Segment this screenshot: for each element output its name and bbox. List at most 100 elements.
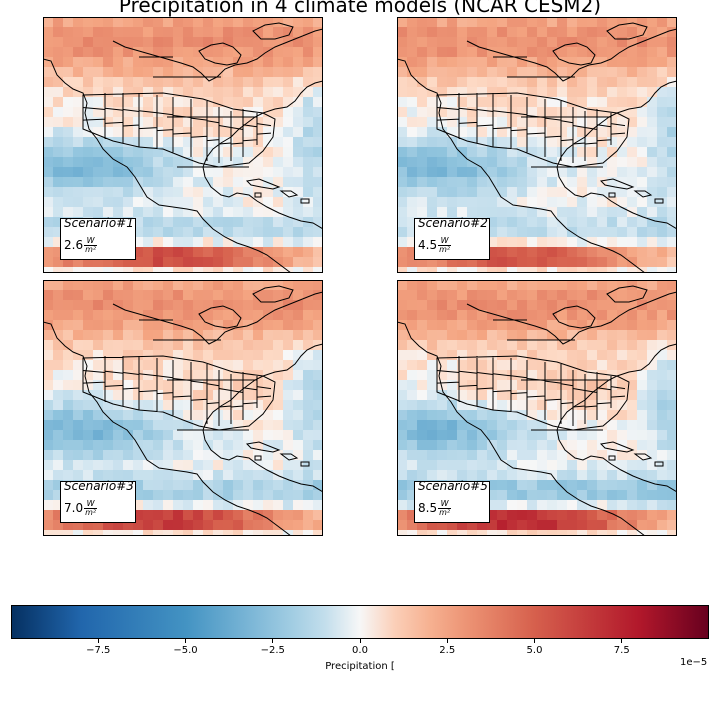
- heat-cell: [507, 440, 517, 450]
- heat-cell: [183, 117, 193, 127]
- heat-cell: [223, 87, 233, 97]
- heat-cell: [427, 117, 437, 127]
- heat-cell: [507, 500, 517, 510]
- heat-cell: [487, 137, 497, 147]
- heat-cell: [457, 420, 467, 430]
- heat-cell: [437, 280, 447, 290]
- heat-cell: [477, 380, 487, 390]
- heat-cell: [557, 67, 567, 77]
- heat-cell: [577, 450, 587, 460]
- heat-cell: [73, 390, 83, 400]
- heat-cell: [53, 290, 63, 300]
- heat-cell: [223, 370, 233, 380]
- heat-cell: [557, 320, 567, 330]
- heat-cell: [283, 167, 293, 177]
- heat-cell: [487, 400, 497, 410]
- heat-cell: [547, 217, 557, 227]
- heat-cell: [53, 320, 63, 330]
- heat-cell: [43, 440, 53, 450]
- heat-cell: [527, 77, 537, 87]
- heat-cell: [447, 400, 457, 410]
- heat-cell: [547, 27, 557, 37]
- heat-cell: [527, 390, 537, 400]
- heat-cell: [233, 17, 243, 27]
- heat-cell: [123, 17, 133, 27]
- heat-cell: [273, 197, 283, 207]
- heat-cell: [263, 47, 273, 57]
- heat-cell: [557, 77, 567, 87]
- heat-cell: [437, 360, 447, 370]
- heat-cell: [203, 127, 213, 137]
- heat-cell: [517, 450, 527, 460]
- heat-cell: [303, 520, 313, 530]
- heat-cell: [113, 430, 123, 440]
- heat-cell: [233, 77, 243, 87]
- heat-cell: [537, 450, 547, 460]
- heat-cell: [303, 257, 313, 267]
- heat-cell: [143, 520, 153, 530]
- heat-cell: [517, 267, 527, 273]
- heat-cell: [43, 187, 53, 197]
- heat-cell: [143, 127, 153, 137]
- heat-cell: [487, 27, 497, 37]
- heat-cell: [467, 17, 477, 27]
- heat-cell: [467, 340, 477, 350]
- heat-cell: [93, 57, 103, 67]
- heat-cell: [587, 370, 597, 380]
- heat-cell: [223, 157, 233, 167]
- heat-cell: [63, 400, 73, 410]
- colorbar-tick: [97, 639, 99, 643]
- heat-cell: [547, 237, 557, 247]
- heat-cell: [477, 330, 487, 340]
- heat-cell: [83, 460, 93, 470]
- heat-cell: [303, 330, 313, 340]
- forcing-number: 8.5: [418, 501, 438, 515]
- heat-cell: [193, 460, 203, 470]
- heat-cell: [183, 67, 193, 77]
- heat-cell: [627, 440, 637, 450]
- heat-cell: [63, 280, 73, 290]
- heat-cell: [313, 280, 323, 290]
- heat-cell: [667, 107, 677, 117]
- heat-cell: [537, 87, 547, 97]
- heat-cell: [293, 127, 303, 137]
- heat-cell: [233, 187, 243, 197]
- heat-cell: [183, 460, 193, 470]
- heat-cell: [253, 157, 263, 167]
- heat-cell: [203, 490, 213, 500]
- heat-cell: [163, 207, 173, 217]
- heat-cell: [153, 300, 163, 310]
- heat-cell: [303, 147, 313, 157]
- heat-cell: [647, 520, 657, 530]
- heat-cell: [557, 17, 567, 27]
- heat-cell: [273, 137, 283, 147]
- heat-cell: [657, 400, 667, 410]
- heat-cell: [467, 57, 477, 67]
- heat-cell: [203, 27, 213, 37]
- heat-cell: [617, 300, 627, 310]
- heat-cell: [587, 390, 597, 400]
- heat-cell: [93, 280, 103, 290]
- heat-cell: [487, 77, 497, 87]
- heat-cell: [607, 420, 617, 430]
- panel-frame: [397, 280, 677, 536]
- heat-cell: [103, 67, 113, 77]
- heat-cell: [397, 400, 407, 410]
- heat-cell: [273, 57, 283, 67]
- heat-cell: [253, 267, 263, 273]
- heat-cell: [397, 310, 407, 320]
- heat-cell: [657, 117, 667, 127]
- heat-cell: [173, 47, 183, 57]
- heat-cell: [53, 227, 63, 237]
- heat-cell: [457, 87, 467, 97]
- panel-frame: [397, 17, 677, 273]
- heat-cell: [73, 167, 83, 177]
- heat-cell: [607, 157, 617, 167]
- heat-cell: [497, 37, 507, 47]
- heat-cell: [53, 187, 63, 197]
- heat-cell: [587, 207, 597, 217]
- heat-cell: [263, 167, 273, 177]
